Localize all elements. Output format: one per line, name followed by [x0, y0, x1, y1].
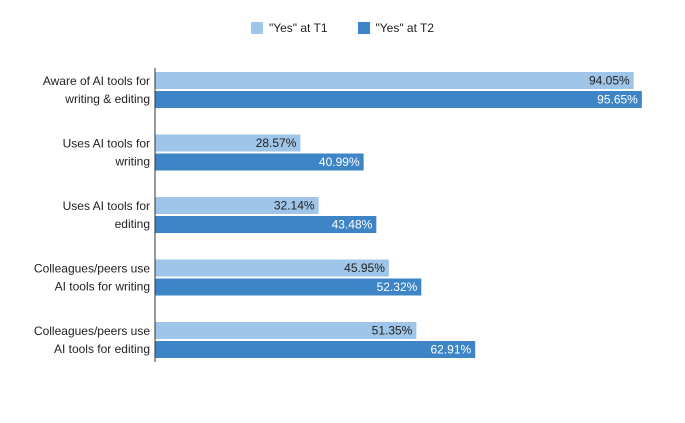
category-label-line: editing [115, 217, 150, 231]
category-label-line: AI tools for writing [55, 280, 150, 294]
legend-label-t2: "Yes" at T2 [375, 21, 435, 35]
chart-legend: "Yes" at T1 "Yes" at T2 [0, 20, 685, 36]
category-label-line: Aware of AI tools for [43, 74, 150, 88]
category-label-4: Colleagues/peers use AI tools for writing [34, 262, 150, 294]
category-label-5: Colleagues/peers use AI tools for editing [34, 324, 150, 356]
category-label-line: Uses AI tools for [63, 199, 150, 213]
data-label-1-1: 94.05% [589, 74, 630, 88]
legend-item-t1: "Yes" at T1 [250, 21, 328, 35]
category-label-line: Uses AI tools for [63, 137, 150, 151]
data-label-1-4: 45.95% [344, 261, 385, 275]
category-label-1: Aware of AI tools for writing & editing [43, 74, 150, 106]
bar-1-2 [155, 134, 301, 152]
bar-1-4 [155, 259, 389, 277]
category-label-2: Uses AI tools for writing [63, 137, 150, 169]
category-label-line: Colleagues/peers use [34, 324, 150, 338]
category-label-line: Colleagues/peers use [34, 262, 150, 276]
category-label-line: AI tools for editing [54, 342, 150, 356]
legend-swatch-t1 [250, 22, 263, 34]
data-label-2-1: 95.65% [597, 93, 638, 107]
bar-2-4 [155, 278, 422, 296]
data-label-1-5: 51.35% [372, 324, 413, 338]
bar-2-1 [155, 91, 642, 108]
bar-1-3 [155, 197, 319, 214]
bar-2-5 [155, 341, 476, 358]
data-label-2-2: 40.99% [319, 155, 360, 169]
category-label-line: writing [114, 155, 150, 169]
data-label-1-3: 32.14% [274, 199, 315, 213]
category-label-3: Uses AI tools for editing [63, 199, 150, 231]
bar-2-3 [155, 216, 377, 233]
data-label-1-2: 28.57% [256, 136, 297, 150]
bar-2-2 [155, 153, 364, 171]
bar-1-1 [155, 72, 634, 89]
legend-label-t1: "Yes" at T1 [268, 21, 328, 35]
data-label-2-3: 43.48% [332, 218, 373, 232]
data-label-2-5: 62.91% [431, 343, 472, 357]
category-label-line: writing & editing [64, 92, 150, 106]
bar-1-5 [155, 322, 417, 339]
legend-item-t2: "Yes" at T2 [357, 21, 435, 35]
legend-swatch-t2 [357, 22, 370, 34]
data-label-2-4: 52.32% [377, 280, 418, 294]
